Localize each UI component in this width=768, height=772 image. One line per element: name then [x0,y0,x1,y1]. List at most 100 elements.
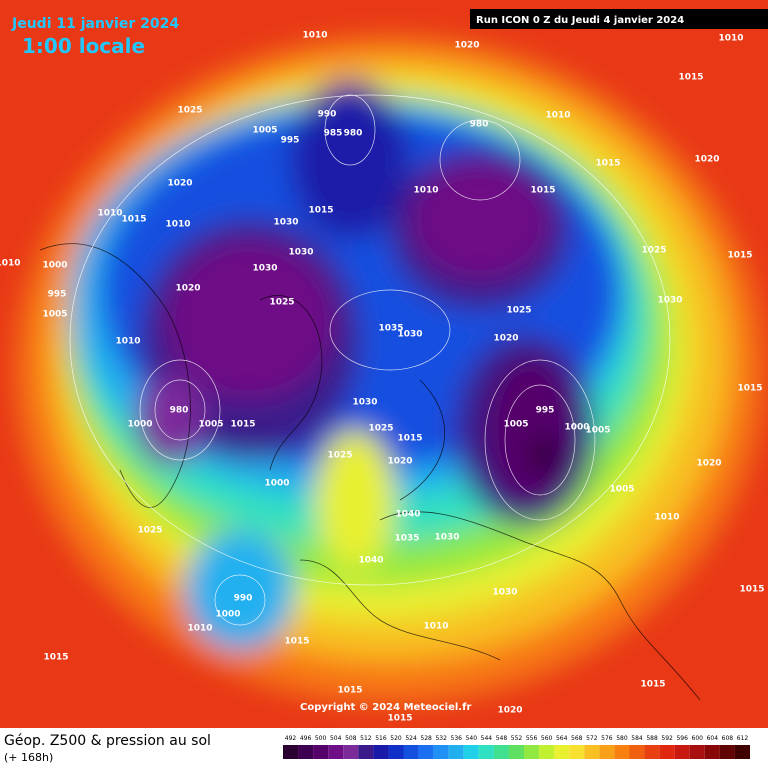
forecast-date: Jeudi 11 janvier 2024 [11,16,179,32]
run-info: Run ICON 0 Z du Jeudi 4 janvier 2024 [476,15,684,26]
isobar-label: 995 [48,290,67,300]
isobar-label: 1010 [302,31,327,41]
scale-label: 572 [586,735,598,742]
scale-swatch [283,745,299,759]
scale-label: 544 [481,735,493,742]
copyright: Copyright © 2024 Meteociel.fr [300,702,471,713]
scale-label: 528 [420,735,432,742]
isobar-label: 1015 [230,420,255,430]
scale-swatch [734,745,750,759]
isobar-label: 1015 [43,653,68,663]
coastlines [39,243,701,701]
isobar-label: 1020 [175,284,200,294]
isobar-label: 1000 [564,423,589,433]
isobar-label: 1030 [492,588,517,598]
isobar-label: 1010 [545,111,570,121]
scale-label: 564 [556,735,568,742]
isobar-label: 990 [318,110,337,120]
isobar-label: 1000 [264,479,289,489]
scale-swatch [493,745,509,759]
scale-swatch [569,745,585,759]
isobar-label: 1000 [215,610,240,620]
scale-swatch [478,745,494,759]
scale-label: 556 [526,735,538,742]
isobar-label: 1030 [657,296,682,306]
scale-swatch [313,745,329,759]
scale-label: 532 [435,735,447,742]
isobar-label: 1005 [198,420,223,430]
isobar-label: 995 [536,406,555,416]
scale-label: 500 [315,735,327,742]
isobar-label: 1015 [727,251,752,261]
isobar-label: 1005 [609,485,634,495]
scale-label: 540 [466,735,478,742]
isobar-label: 1000 [127,420,152,430]
run-box [470,9,768,29]
isobar-label: 1030 [397,330,422,340]
scale-label: 536 [451,735,463,742]
isobar-label: 1015 [284,637,309,647]
scale-swatch [448,745,464,759]
isobar-label: 1020 [694,155,719,165]
scale-swatch [298,745,314,759]
isobar-label: 1005 [503,420,528,430]
isobar-label: 1015 [678,73,703,83]
scale-label: 552 [511,735,523,742]
isobar-label: 1020 [493,334,518,344]
scale-swatch [704,745,720,759]
isobar-label: 1015 [387,714,412,724]
scale-swatch [674,745,690,759]
scale-swatch [554,745,570,759]
scale-swatch [524,745,540,759]
isobar-label: 1025 [327,451,352,461]
isobar-label: 1025 [506,306,531,316]
isobar-label: 1035 [378,324,403,334]
isobar-label: 985 [324,129,343,139]
lead-time: (+ 168h) [4,751,53,764]
scale-label: 512 [360,735,372,742]
scale-swatch [614,745,630,759]
isobar-label: 980 [344,129,363,139]
scale-swatch [328,745,344,759]
isobar-label: 1040 [395,510,420,520]
scale-swatch [659,745,675,759]
isobar-label: 1015 [121,215,146,225]
isobar-label: 1005 [585,426,610,436]
isobar-label: 1010 [115,337,140,347]
isobar-label: 1025 [269,298,294,308]
product-title: Géop. Z500 & pression au sol [4,733,211,749]
isobar-label: 1005 [42,310,67,320]
isobar-label: 1020 [167,179,192,189]
isobar-label: 980 [470,120,489,130]
scale-swatch [689,745,705,759]
scale-label: 516 [375,735,387,742]
scale-label: 560 [541,735,553,742]
isobar-label: 1015 [595,159,620,169]
scale-swatch [403,745,419,759]
isobar-label: 1010 [97,209,122,219]
scale-label: 568 [571,735,583,742]
isobar-label: 1030 [273,218,298,228]
isobar-label: 1020 [387,457,412,467]
scale-label: 596 [676,735,688,742]
scale-swatch [584,745,600,759]
forecast-time: 1:00 locale [22,34,145,58]
scale-label: 588 [646,735,658,742]
isobar-label: 1025 [137,526,162,536]
isobar-label: 1015 [308,206,333,216]
scale-label: 608 [722,735,734,742]
scale-swatch [418,745,434,759]
scale-swatch [463,745,479,759]
isobar-label: 1020 [497,706,522,716]
scale-swatch [644,745,660,759]
scale-label: 548 [496,735,508,742]
scale-swatch [433,745,449,759]
scale-swatch [373,745,389,759]
isobar-label: 1010 [165,220,190,230]
isobar-label: 1010 [413,186,438,196]
scale-label: 524 [405,735,417,742]
isobar-label: 980 [170,406,189,416]
